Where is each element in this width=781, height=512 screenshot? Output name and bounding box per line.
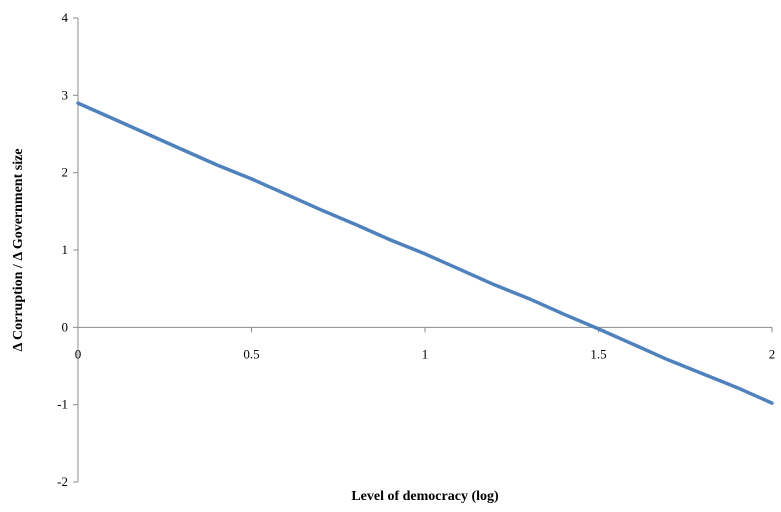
x-tick-label: 0.5: [243, 346, 259, 361]
x-axis-ticks: 0 0.5 1 1.5 2: [75, 327, 776, 361]
series-line: [76, 101, 774, 405]
y-axis-ticks: -2 -1 0 1 2 3 4: [57, 10, 78, 489]
series-layer: [76, 101, 774, 405]
y-tick-label: 0: [62, 319, 69, 334]
x-tick-label: 0: [75, 346, 82, 361]
x-tick-label: 1: [422, 346, 429, 361]
x-axis-title: Level of democracy (log): [351, 489, 499, 504]
y-tick-label: 4: [62, 10, 69, 25]
y-tick-label: 2: [62, 165, 69, 180]
chart-axes: [77, 18, 772, 482]
x-tick-label: 2: [769, 346, 776, 361]
x-tick-label: 1.5: [590, 346, 606, 361]
y-tick-label: -1: [57, 397, 68, 412]
y-tick-label: 1: [62, 242, 69, 257]
y-axis-title: Δ Corruption / Δ Government size: [11, 148, 26, 351]
y-tick-label: 3: [62, 87, 69, 102]
y-tick-label: -2: [57, 474, 68, 489]
